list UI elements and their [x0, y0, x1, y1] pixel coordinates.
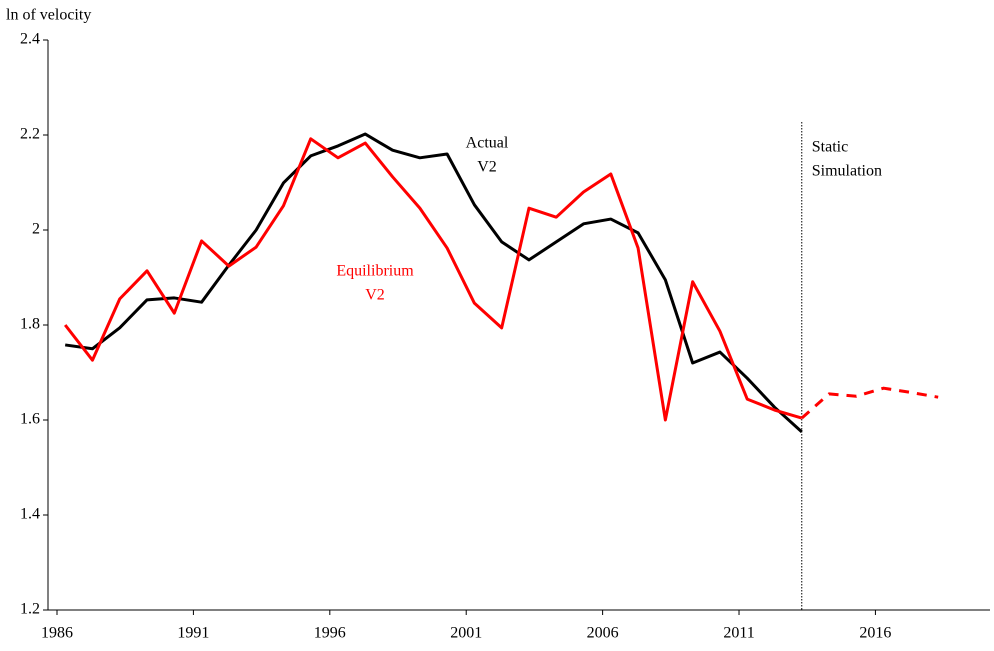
- x-tick-label: 2006: [587, 625, 619, 642]
- series-label: Actual: [466, 135, 509, 152]
- y-tick-label: 1.4: [20, 506, 40, 523]
- y-axis-label: ln of velocity: [6, 7, 91, 24]
- x-tick-label: 2016: [859, 625, 891, 642]
- x-tick-label: 2011: [723, 625, 754, 642]
- x-tick-label: 2001: [450, 625, 482, 642]
- y-tick-label: 2.4: [20, 31, 40, 48]
- x-tick-label: 1996: [314, 625, 346, 642]
- series-line: [64, 137, 803, 422]
- divider-label: Static: [812, 139, 848, 156]
- series-label: V2: [365, 287, 385, 304]
- x-tick-label: 1986: [41, 625, 73, 642]
- series-label: Equilibrium: [336, 263, 414, 280]
- series-label: V2: [477, 159, 497, 176]
- divider-label: Simulation: [812, 163, 882, 180]
- projection-line: [800, 386, 939, 420]
- y-tick-label: 1.8: [20, 316, 40, 333]
- y-tick-label: 1.2: [20, 601, 40, 618]
- y-tick-label: 1.6: [20, 411, 40, 428]
- y-tick-label: 2.2: [20, 126, 40, 143]
- x-tick-label: 1991: [177, 625, 209, 642]
- y-tick-label: 2: [32, 221, 40, 238]
- series-line: [64, 132, 803, 433]
